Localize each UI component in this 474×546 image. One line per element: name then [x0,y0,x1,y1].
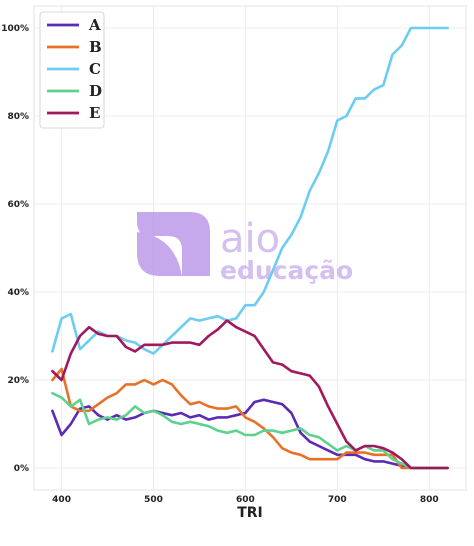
legend-label-b: B [89,38,102,56]
legend-label-e: E [89,104,100,122]
series-line-b [51,367,449,470]
x-tick-label: 500 [144,495,163,505]
y-tick-label: 100% [1,24,29,34]
watermark-logo-icon-arc [137,232,182,276]
legend-label-d: D [89,82,102,100]
legend-label-c: C [89,60,101,78]
x-axis-label: TRI [237,505,263,521]
series-line-d [51,391,449,470]
x-tick-label: 400 [52,495,71,505]
watermark-line2: educação [220,256,353,285]
y-tick-label: 80% [7,112,29,122]
y-tick-label: 20% [7,376,29,386]
series-line-e [51,319,449,470]
watermark-logo: aio educação [137,212,353,285]
watermark-logo-icon [137,212,210,276]
x-tick-label: 800 [420,495,439,505]
series-lines [51,26,449,470]
x-tick-label: 700 [328,495,347,505]
y-tick-label: 60% [7,200,29,210]
grid [34,6,466,490]
y-tick-label: 0% [14,464,29,474]
watermark-line1: aio [220,216,280,262]
x-tick-label: 600 [236,495,255,505]
y-axis-ticks: 0% 20% 40% 60% 80% 100% [1,24,29,474]
legend-label-a: A [88,16,101,34]
y-tick-label: 40% [7,288,29,298]
series-line-a [51,398,449,470]
x-axis-ticks: 400 500 600 700 800 [52,495,438,505]
